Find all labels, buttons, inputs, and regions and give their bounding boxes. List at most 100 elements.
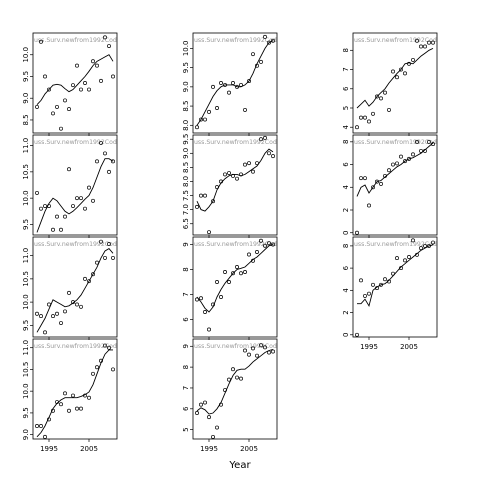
data-point [427, 243, 431, 248]
data-point [367, 119, 371, 124]
data-point [263, 243, 267, 248]
panel-label: uss.Surv.newfrom1992Cod [34, 343, 117, 350]
y-tick-label: 10.0 [22, 294, 30, 310]
y-tick-label: 7.0 [182, 204, 190, 215]
data-point [263, 135, 267, 140]
data-point [427, 40, 431, 45]
data-point [219, 295, 223, 299]
data-point [215, 280, 219, 284]
y-tick-label: 0 [342, 333, 350, 337]
data-point [111, 367, 115, 372]
y-tick-label: 9.5 [22, 71, 30, 82]
y-tick-label: 9 [182, 344, 190, 348]
y-tick-label: 4 [342, 185, 350, 190]
data-point [231, 173, 235, 178]
data-point [219, 81, 223, 85]
trend-line [36, 54, 114, 106]
data-point [59, 126, 63, 131]
data-point [355, 230, 359, 235]
data-point [99, 78, 103, 83]
panel-frame [32, 236, 118, 338]
data-point [371, 185, 375, 190]
y-tick-label: 9.5 [22, 320, 30, 331]
data-point [219, 179, 223, 184]
data-point [431, 142, 435, 147]
y-tick-label: 8.5 [182, 101, 190, 112]
data-point [411, 152, 415, 157]
data-point [251, 346, 255, 351]
data-point [207, 415, 211, 420]
data-point [231, 81, 235, 85]
data-point [223, 270, 227, 274]
trend-line [356, 142, 434, 197]
data-point [51, 408, 55, 413]
data-point [239, 376, 243, 381]
panel-frame [352, 236, 438, 338]
data-point [51, 227, 55, 232]
y-tick-label: 2 [342, 208, 350, 212]
data-point [411, 57, 415, 62]
data-point [355, 125, 359, 130]
data-point [399, 154, 403, 159]
panel-label: uss.Surv.newfrom1992Cod [194, 139, 277, 146]
data-point [415, 38, 419, 43]
data-point [91, 371, 95, 376]
data-point [47, 204, 51, 209]
data-point [75, 196, 79, 201]
data-point [239, 172, 243, 177]
data-point [431, 40, 435, 45]
data-point [423, 243, 427, 248]
data-point [95, 63, 99, 68]
data-point [391, 271, 395, 276]
y-tick-label: 8 [182, 365, 190, 369]
data-point [391, 69, 395, 74]
data-point [195, 204, 199, 209]
data-point [103, 35, 107, 40]
data-point [199, 117, 203, 122]
data-point [107, 44, 111, 48]
y-tick-label: 9.5 [182, 134, 190, 145]
data-point [271, 38, 275, 43]
data-point [47, 302, 51, 307]
y-tick-label: 8.5 [22, 114, 30, 125]
data-point [415, 139, 419, 144]
data-point [379, 282, 383, 287]
data-point [215, 425, 219, 430]
data-point [259, 238, 263, 243]
chart-panel: uss.Surv.newfrom1992Cod 8.0 8.5 9.0 9.5 10.0 [182, 32, 278, 136]
data-point [403, 258, 407, 263]
data-point [403, 71, 407, 76]
data-point [211, 84, 215, 89]
data-point [411, 238, 415, 243]
data-point [63, 98, 67, 103]
data-point [239, 271, 243, 276]
data-point [243, 162, 247, 167]
panel-label: uss.Surv.newfrom1992Cod [354, 139, 437, 146]
trend-line [196, 148, 274, 212]
data-point [231, 271, 235, 276]
y-tick-label: 10.5 [22, 362, 30, 378]
data-point [419, 148, 423, 153]
data-point [407, 61, 411, 66]
y-tick-label: 7 [182, 292, 190, 296]
data-point [59, 402, 63, 407]
data-point [71, 393, 75, 398]
data-point [63, 214, 67, 219]
panel-frame [352, 134, 438, 236]
data-point [59, 321, 63, 325]
data-point [235, 176, 239, 181]
data-point [359, 278, 363, 283]
data-point [271, 154, 275, 159]
data-point [111, 255, 115, 260]
data-point [67, 107, 71, 112]
data-point [35, 190, 39, 195]
data-point [43, 74, 47, 79]
data-point [255, 161, 259, 166]
data-point [219, 402, 223, 407]
trend-line [196, 244, 274, 313]
data-point [363, 115, 367, 120]
data-point [223, 388, 227, 392]
data-point [371, 282, 375, 287]
data-point [359, 115, 363, 120]
data-point [399, 266, 403, 271]
